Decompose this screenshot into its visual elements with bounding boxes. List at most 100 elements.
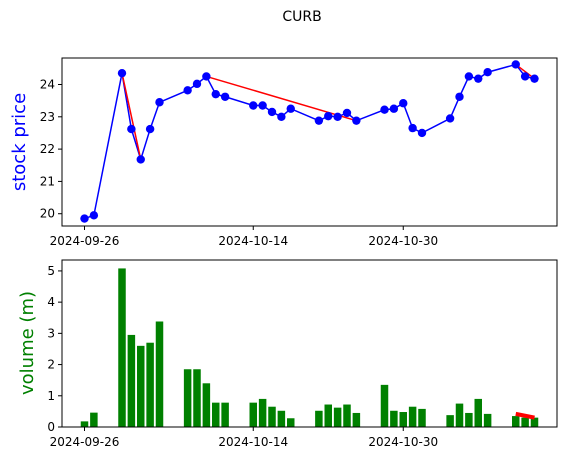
volume-bar-8 xyxy=(183,369,192,427)
volume-bar-33 xyxy=(512,416,520,427)
volume-bar-16 xyxy=(277,410,286,427)
volume-bar-14 xyxy=(258,398,267,427)
price-point-32 xyxy=(483,68,492,77)
price-point-14 xyxy=(258,101,267,110)
price-point-10 xyxy=(202,72,211,81)
volume-bar-9 xyxy=(193,369,201,427)
price-point-30 xyxy=(464,72,474,81)
price-panel: 2024-09-26 2024-10-14 2024-10-30 202122232… xyxy=(9,57,558,248)
volume-bar-24 xyxy=(390,410,398,427)
volume-bar-7 xyxy=(155,321,164,427)
price-y-tick-label: 24 xyxy=(40,77,55,91)
volume-plot-area xyxy=(80,268,539,427)
volume-bar-28 xyxy=(446,415,454,427)
price-axes-frame xyxy=(61,57,558,227)
volume-bar-12 xyxy=(221,402,229,427)
price-plot-area xyxy=(80,60,539,223)
price-y-axis: 20 21 22 23 24 xyxy=(40,77,62,221)
price-point-35 xyxy=(530,74,539,83)
price-y-axis-label: stock price xyxy=(9,93,30,191)
volume-bar-18 xyxy=(315,410,323,427)
volume-bar-27 xyxy=(418,408,426,427)
volume-bar-4 xyxy=(127,334,136,427)
volume-y-tick-label: 4 xyxy=(47,295,55,309)
price-y-tick-label: 22 xyxy=(40,142,55,156)
price-point-6 xyxy=(145,124,155,134)
price-point-12 xyxy=(220,92,230,101)
volume-bar-11 xyxy=(212,402,220,427)
price-point-2 xyxy=(89,211,99,220)
price-point-33 xyxy=(511,60,520,69)
volume-x-tick-label: 2024-10-30 xyxy=(368,435,438,449)
price-point-18 xyxy=(314,116,324,125)
volume-bar-10 xyxy=(202,383,211,427)
price-trend-line-1 xyxy=(121,73,142,160)
price-y-tick-label: 21 xyxy=(40,174,55,188)
volume-bar-22 xyxy=(352,412,361,427)
volume-bar-5 xyxy=(137,345,145,427)
price-point-29 xyxy=(455,92,464,101)
volume-bar-26 xyxy=(408,406,417,427)
price-point-23 xyxy=(380,105,389,114)
price-point-4 xyxy=(127,124,136,134)
price-x-axis: 2024-09-26 2024-10-14 2024-10-30 xyxy=(50,226,438,248)
volume-x-tick-label: 2024-10-14 xyxy=(218,435,288,449)
volume-bar-15 xyxy=(268,406,276,427)
volume-bar-20 xyxy=(333,407,342,427)
price-point-28 xyxy=(445,114,455,123)
volume-y-tick-label: 0 xyxy=(47,420,55,434)
price-point-21 xyxy=(342,108,352,118)
price-point-9 xyxy=(192,79,202,89)
price-point-31 xyxy=(474,74,483,83)
volume-bar-29 xyxy=(455,403,464,427)
price-point-34 xyxy=(520,72,530,81)
volume-bar-35 xyxy=(530,417,539,427)
price-point-25 xyxy=(399,99,408,108)
volume-bar-17 xyxy=(287,418,295,427)
price-point-26 xyxy=(408,123,417,133)
volume-bar-21 xyxy=(343,404,351,427)
volume-bar-30 xyxy=(465,412,473,427)
volume-x-tick-label: 2024-09-26 xyxy=(50,435,120,449)
price-point-11 xyxy=(211,89,220,99)
volume-y-tick-label: 1 xyxy=(47,389,55,403)
price-point-8 xyxy=(183,86,192,95)
price-y-tick-label: 23 xyxy=(40,110,55,124)
price-x-tick-label: 2024-10-14 xyxy=(218,234,288,248)
volume-bar-23 xyxy=(380,384,389,427)
price-point-22 xyxy=(352,116,361,125)
volume-bar-19 xyxy=(324,404,332,427)
volume-bar-32 xyxy=(483,413,492,427)
chart-title: CURB xyxy=(282,9,321,25)
volume-bar-31 xyxy=(474,398,482,427)
volume-y-axis: 0 1 2 3 4 5 xyxy=(47,264,62,434)
volume-bar-1 xyxy=(80,421,89,427)
price-series-line xyxy=(84,63,535,220)
volume-bar-13 xyxy=(249,402,257,427)
volume-axes-frame xyxy=(61,259,558,428)
price-point-5 xyxy=(136,155,145,164)
price-x-tick-label: 2024-10-30 xyxy=(368,234,438,248)
volume-y-tick-label: 2 xyxy=(47,358,55,372)
price-point-20 xyxy=(333,112,342,122)
volume-y-tick-label: 5 xyxy=(47,264,55,278)
volume-panel: 2024-09-26 2024-10-14 2024-10-30 0 1 2 3 4 5 vo… xyxy=(17,259,558,449)
price-trend-line-2 xyxy=(206,75,357,122)
price-point-3 xyxy=(117,68,127,78)
price-point-16 xyxy=(277,112,286,122)
price-point-15 xyxy=(267,107,277,117)
price-x-tick-label: 2024-09-26 xyxy=(50,234,120,248)
volume-x-axis: 2024-09-26 2024-10-14 2024-10-30 xyxy=(50,427,438,449)
volume-bar-2 xyxy=(90,412,98,427)
price-point-17 xyxy=(286,104,295,113)
volume-bar-34 xyxy=(521,417,529,427)
volume-bar-3 xyxy=(118,268,126,427)
volume-y-axis-label: volume (m) xyxy=(17,291,38,395)
price-point-13 xyxy=(249,101,258,110)
volume-trend-line-1 xyxy=(515,411,535,420)
price-point-1 xyxy=(80,214,89,223)
volume-y-tick-label: 3 xyxy=(47,326,55,340)
price-point-27 xyxy=(417,128,427,138)
price-y-tick-label: 20 xyxy=(40,207,55,221)
